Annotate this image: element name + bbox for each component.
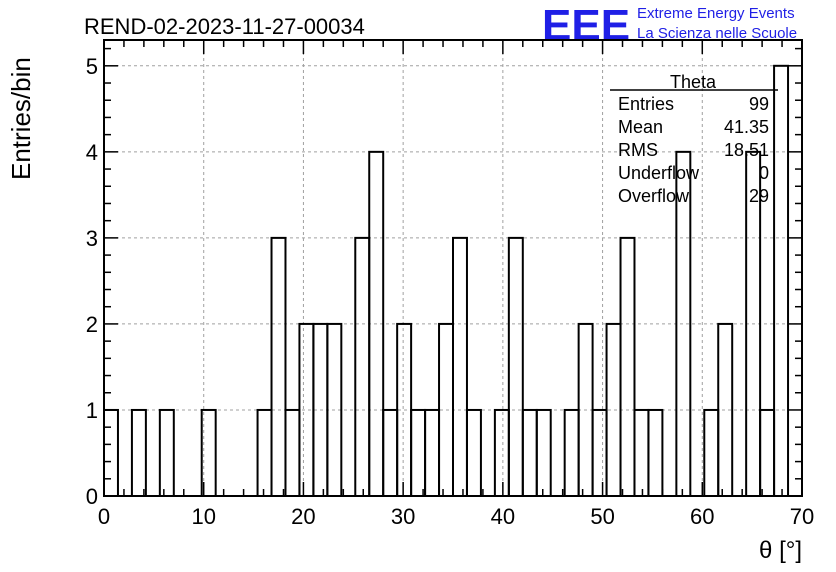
x-tick-label-60: 60 xyxy=(690,504,714,529)
logo-line-2: La Scienza nelle Scuole xyxy=(637,25,797,42)
x-tick-label-70: 70 xyxy=(790,504,814,529)
stats-label-underflow: Underflow xyxy=(618,163,700,183)
stats-value-overflow: 29 xyxy=(749,186,769,206)
histogram-bin xyxy=(591,408,608,497)
histogram-bin xyxy=(284,408,301,497)
chart-title: REND-02-2023-11-27-00034 xyxy=(84,14,365,39)
histogram-bin xyxy=(521,408,538,497)
y-tick-label-1: 1 xyxy=(86,398,98,423)
histogram-bin xyxy=(633,408,650,497)
x-tick-label-50: 50 xyxy=(590,504,614,529)
histogram-bin xyxy=(424,408,441,497)
histogram-bin xyxy=(452,236,468,498)
y-tick-label-5: 5 xyxy=(86,54,98,79)
histogram-bin xyxy=(759,408,776,497)
histogram-bin xyxy=(103,408,119,497)
stats-box-title: Theta xyxy=(670,72,717,92)
stats-box: Theta Entries 99 Mean 41.35 RMS 18.51 Underflo… xyxy=(610,72,778,206)
x-axis-title: θ [°] xyxy=(759,537,802,564)
histogram-bin xyxy=(563,408,580,497)
x-tick-label-30: 30 xyxy=(391,504,415,529)
histogram-bin xyxy=(130,408,147,497)
histogram-bin xyxy=(158,408,175,497)
histogram-bin xyxy=(298,322,315,497)
histogram-bin xyxy=(619,236,636,498)
stats-label-overflow: Overflow xyxy=(618,186,690,206)
histogram-bin xyxy=(354,236,371,498)
y-tick-label-2: 2 xyxy=(86,312,98,337)
histogram-bin xyxy=(410,408,427,497)
histogram-bin xyxy=(647,408,664,497)
y-tick-label-4: 4 xyxy=(86,140,98,165)
histogram-bin xyxy=(535,408,552,497)
y-tick-labels: 0 1 2 3 4 5 xyxy=(86,54,98,509)
histogram-bin xyxy=(270,236,287,498)
histogram-bin xyxy=(703,408,720,497)
eee-logo: EEE xyxy=(542,1,630,50)
histogram-bin xyxy=(382,408,399,497)
stats-label-mean: Mean xyxy=(618,117,663,137)
y-axis-title: Entries/bin xyxy=(6,57,36,180)
stats-value-entries: 99 xyxy=(749,94,769,114)
histogram-bin xyxy=(493,408,510,497)
y-tick-label-0: 0 xyxy=(86,484,98,509)
x-tick-label-40: 40 xyxy=(491,504,515,529)
stats-value-underflow: 0 xyxy=(759,163,769,183)
histogram-bin xyxy=(256,408,273,497)
x-tick-label-0: 0 xyxy=(98,504,110,529)
stats-label-entries: Entries xyxy=(618,94,674,114)
stats-value-rms: 18.51 xyxy=(724,140,769,160)
x-tick-labels: 0 10 20 30 40 50 60 70 xyxy=(98,504,814,529)
x-tick-label-20: 20 xyxy=(291,504,315,529)
axes xyxy=(103,39,803,497)
x-tick-label-10: 10 xyxy=(191,504,215,529)
stats-label-rms: RMS xyxy=(618,140,658,160)
histogram-bin xyxy=(465,408,482,497)
histogram-bin xyxy=(507,236,524,498)
logo-line-1: Extreme Energy Events xyxy=(637,5,795,22)
stats-value-mean: 41.35 xyxy=(724,117,769,137)
y-tick-label-3: 3 xyxy=(86,226,98,251)
plot-frame xyxy=(103,39,803,497)
